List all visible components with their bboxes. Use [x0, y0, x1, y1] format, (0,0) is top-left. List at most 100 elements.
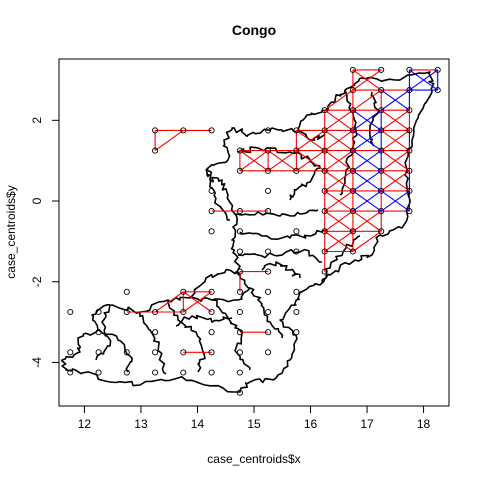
- data-point: [236, 167, 243, 174]
- data-point: [321, 228, 328, 235]
- data-point: [293, 127, 300, 134]
- red-link: [324, 230, 354, 252]
- data-point: [378, 167, 385, 174]
- region-boundary: [166, 299, 206, 373]
- x-tick-label: 12: [78, 417, 92, 431]
- y-tick-label: -2: [30, 276, 44, 287]
- data-point: [378, 208, 385, 215]
- data-point: [208, 187, 215, 194]
- data-point: [406, 167, 413, 174]
- red-link: [324, 210, 354, 232]
- data-point: [152, 329, 159, 336]
- data-point: [180, 308, 187, 316]
- data-point: [236, 248, 243, 255]
- data-point: [95, 308, 102, 316]
- data-point: [152, 369, 159, 376]
- data-point: [265, 147, 272, 154]
- red-link: [324, 150, 354, 172]
- data-point: [265, 288, 272, 295]
- data-point: [321, 147, 328, 154]
- data-point: [236, 208, 243, 215]
- chart-title: Congo: [232, 22, 276, 38]
- data-point: [67, 308, 74, 316]
- region-boundary: [189, 268, 240, 299]
- map-boundaries: [61, 71, 435, 393]
- data-point: [180, 349, 187, 356]
- x-tick-label: 16: [304, 417, 318, 431]
- x-tick-label: 14: [191, 417, 205, 431]
- data-point: [95, 369, 102, 376]
- data-point: [293, 248, 300, 255]
- data-point: [208, 308, 215, 316]
- x-tick-label: 18: [417, 417, 431, 431]
- data-point: [349, 187, 356, 194]
- red-link: [352, 230, 382, 252]
- region-boundary: [239, 229, 327, 240]
- data-point: [123, 369, 130, 376]
- blue-link: [380, 89, 410, 111]
- data-point: [349, 107, 356, 114]
- plot-frame: [58, 58, 450, 407]
- data-point: [265, 248, 272, 255]
- data-point: [434, 66, 441, 73]
- data-point: [236, 288, 243, 295]
- data-point: [406, 107, 413, 114]
- data-point: [236, 308, 243, 316]
- data-point: [406, 147, 413, 154]
- data-point: [321, 248, 328, 255]
- data-point: [208, 228, 215, 235]
- red-link: [324, 129, 354, 152]
- data-point: [349, 228, 356, 235]
- region-boundary: [175, 314, 233, 327]
- data-point: [293, 308, 300, 316]
- data-point: [349, 208, 356, 215]
- red-link: [380, 150, 410, 172]
- red-link: [182, 291, 212, 313]
- data-point: [236, 389, 243, 396]
- data-point: [406, 87, 413, 94]
- data-point: [265, 349, 272, 356]
- region-boundary: [139, 311, 167, 375]
- data-point: [321, 268, 328, 275]
- region-boundary: [261, 261, 301, 279]
- data-point: [321, 167, 328, 174]
- blue-link: [409, 69, 439, 91]
- data-point: [208, 349, 215, 356]
- x-axis: 12 13 14 15 16 17 18: [78, 405, 431, 431]
- data-point: [208, 369, 215, 376]
- x-tick-label: 13: [134, 417, 148, 431]
- data-point: [406, 66, 413, 73]
- red-link: [324, 190, 354, 212]
- data-point: [95, 329, 102, 336]
- red-link: [352, 210, 382, 232]
- data-point: [265, 329, 272, 336]
- data-point: [180, 127, 187, 134]
- red-link: [154, 291, 184, 313]
- red-link: [239, 150, 269, 172]
- data-point: [180, 288, 187, 295]
- data-point: [349, 167, 356, 174]
- data-point: [406, 187, 413, 194]
- data-point: [208, 208, 215, 215]
- red-link: [352, 89, 382, 111]
- x-tick-label: 17: [360, 417, 374, 431]
- data-point: [208, 288, 215, 295]
- data-point: [293, 228, 300, 235]
- red-link: [296, 150, 326, 172]
- data-point: [378, 87, 385, 94]
- data-point: [321, 208, 328, 215]
- data-point: [434, 87, 441, 94]
- data-point: [236, 349, 243, 356]
- data-point: [378, 187, 385, 194]
- data-point: [152, 127, 159, 134]
- y-tick-label: -4: [30, 357, 44, 368]
- data-point: [236, 228, 243, 235]
- red-link: [380, 129, 410, 152]
- red-link: [324, 170, 354, 192]
- blue-link: [352, 150, 382, 172]
- data-point: [321, 187, 328, 194]
- data-point: [152, 147, 159, 154]
- data-point: [236, 329, 243, 336]
- y-tick-label: 2: [30, 117, 44, 124]
- data-point: [378, 228, 385, 235]
